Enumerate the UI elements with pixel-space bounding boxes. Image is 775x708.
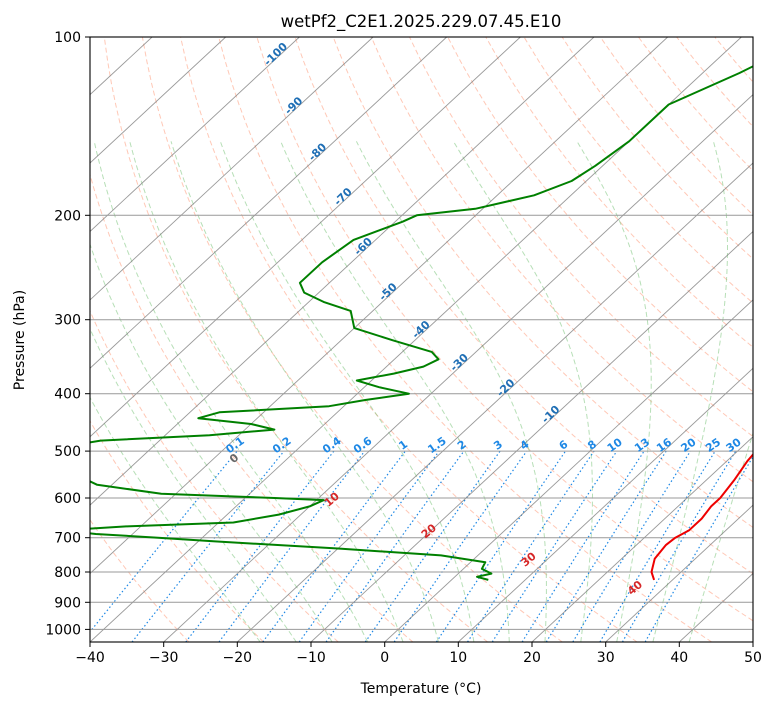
mixing-ratio-line — [521, 450, 645, 642]
x-tick-label: 50 — [744, 650, 762, 666]
y-tick-label: 300 — [54, 313, 81, 329]
moist-adiabat-line — [688, 431, 753, 642]
x-tick-label: −30 — [149, 650, 179, 666]
y-tick-label: 200 — [54, 208, 81, 224]
dry-adiabat-line — [90, 519, 190, 642]
x-tick-label: −40 — [75, 650, 105, 666]
mixing-ratio-line — [467, 450, 595, 642]
mixing-ratio-line — [599, 450, 716, 642]
isotherm-line — [90, 37, 300, 233]
mixing-ratio-line — [218, 450, 366, 642]
dry-adiabat-line — [485, 37, 753, 348]
x-tick-label: −20 — [223, 650, 253, 666]
x-tick-label: 30 — [597, 650, 615, 666]
dry-adiabat-line — [141, 37, 563, 642]
x-tick-label: 20 — [523, 650, 541, 666]
chart-title: wetPf2_C2E1.2025.229.07.45.E10 — [281, 12, 562, 32]
moist-adiabat-line — [652, 141, 728, 642]
dry-adiabat-line — [180, 37, 638, 642]
x-tick-label: −10 — [296, 650, 326, 666]
isotherm-line — [90, 37, 448, 369]
mixing-ratio-line — [572, 450, 692, 642]
mixing-ratio-line — [90, 450, 238, 633]
x-tick-label: 10 — [449, 650, 467, 666]
sounding-profiles — [90, 65, 753, 581]
y-tick-label: 500 — [54, 444, 81, 460]
moist-adiabat-line — [170, 141, 439, 642]
moist-adiabat-line — [93, 141, 369, 642]
y-axis-label: Pressure (hPa) — [12, 290, 28, 390]
isotherm-line — [90, 37, 521, 438]
isotherm-lines — [90, 37, 753, 642]
moist-adiabat-line — [576, 141, 652, 642]
dry-adiabat-line — [294, 37, 753, 575]
moist-adiabat-line — [355, 141, 547, 642]
dry-adiabat-line — [256, 37, 753, 622]
isotherm-line — [236, 162, 753, 642]
moist-adiabat-line — [90, 242, 333, 642]
dry-adiabat-line — [409, 37, 753, 438]
moist-adiabat-line — [219, 141, 475, 642]
temperature-profile — [650, 452, 753, 581]
mixing-ratio-line — [325, 450, 465, 642]
dry-adiabat-line — [103, 37, 488, 642]
isotherm-line — [605, 504, 753, 642]
moist-adiabat-line — [280, 141, 510, 642]
plot-frame — [89, 36, 754, 643]
moist-adiabat-line — [129, 141, 404, 642]
plot-area — [90, 37, 753, 642]
mixing-ratio-line — [262, 450, 406, 642]
isobar-gridlines — [90, 37, 753, 630]
isotherm-line — [90, 37, 227, 164]
isotherm-line — [384, 299, 753, 642]
isotherm-line — [531, 436, 753, 642]
y-tick-label: 800 — [54, 565, 81, 581]
y-tick-label: 900 — [54, 595, 81, 611]
mixing-ratio-line — [298, 450, 440, 642]
y-tick-label: 1000 — [45, 622, 81, 638]
y-tick-label: 400 — [54, 387, 81, 403]
mixing-ratio-line — [435, 450, 567, 642]
isotherm-line — [163, 93, 753, 642]
x-tick-label: 40 — [670, 650, 688, 666]
y-tick-label: 600 — [54, 491, 81, 507]
y-tick-label: 700 — [54, 531, 81, 547]
x-axis-ticks: −40 −30 −20 −10 0 10 20 30 40 50 — [75, 642, 762, 666]
dewpoint-profile — [90, 65, 753, 581]
isotherm-line — [457, 367, 753, 642]
x-axis-label: Temperature (°C) — [360, 681, 482, 697]
isotherm-line — [90, 37, 669, 575]
dry-adiabat-line — [90, 309, 339, 642]
isotherm-line — [90, 37, 374, 301]
isotherm-line — [90, 37, 595, 506]
y-axis-ticks: 100 200 300 400 500 600 700 800 900 1000 — [45, 30, 90, 638]
dry-adiabat-line — [90, 420, 264, 642]
mixing-ratio-line — [364, 450, 501, 642]
isotherm-line — [310, 230, 753, 642]
y-tick-label: 100 — [54, 30, 81, 46]
dry-adiabat-line — [218, 37, 712, 642]
moist-adiabats — [90, 141, 753, 642]
x-tick-label: 0 — [380, 650, 389, 666]
moist-adiabat-line — [90, 396, 261, 642]
